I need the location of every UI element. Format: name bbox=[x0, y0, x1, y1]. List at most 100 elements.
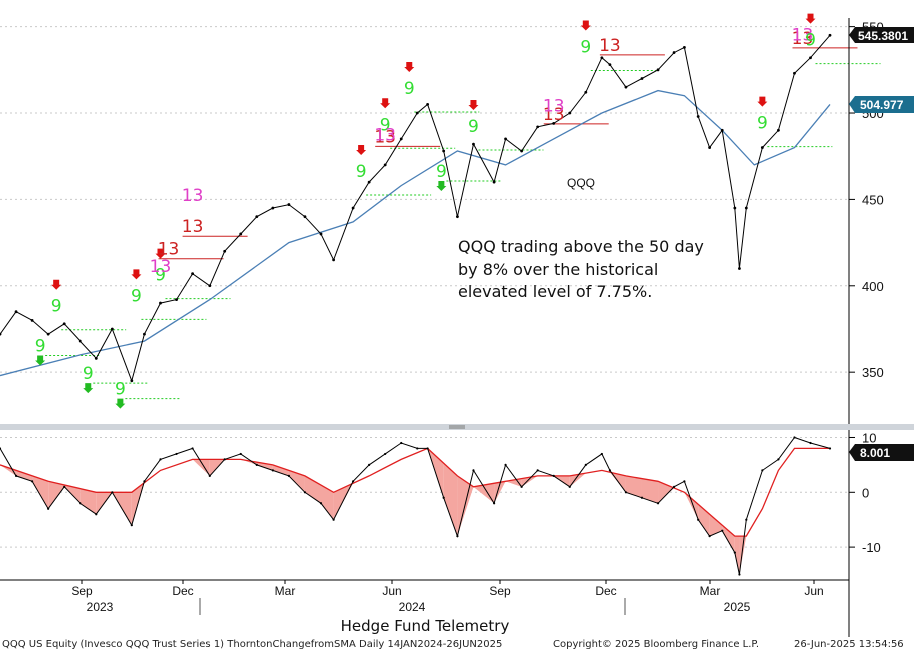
sell-arrow-icon bbox=[404, 62, 415, 73]
below-signal-fill bbox=[569, 473, 586, 487]
annotation: QQQ trading above the 50 day by 8% over … bbox=[458, 237, 704, 301]
x-tick-label: Jun bbox=[804, 584, 823, 598]
below-signal-fill bbox=[0, 464, 17, 476]
oscillator-point bbox=[271, 469, 274, 472]
price-point bbox=[738, 267, 741, 270]
price-point bbox=[733, 206, 737, 210]
price-point bbox=[271, 206, 275, 210]
oscillator-point bbox=[697, 518, 700, 521]
sell-arrow-icon bbox=[155, 248, 166, 259]
oscillator-point bbox=[552, 474, 555, 477]
oscillator-point bbox=[30, 480, 34, 483]
price-point bbox=[239, 232, 243, 236]
td-label: 13 bbox=[599, 36, 621, 56]
td-label: 13 bbox=[374, 126, 396, 146]
oscillator-point bbox=[472, 469, 475, 472]
upper-series bbox=[0, 33, 832, 383]
td-label: 13 bbox=[543, 96, 565, 116]
sell-arrow-icon bbox=[380, 98, 391, 109]
upper-levels bbox=[45, 47, 881, 400]
td-label: 9 bbox=[404, 79, 415, 99]
td-label: 9 bbox=[757, 114, 768, 134]
year-label: 2024 bbox=[399, 600, 426, 614]
oscillator-point bbox=[0, 447, 2, 450]
price-point bbox=[399, 137, 403, 141]
price-point bbox=[536, 125, 540, 129]
oscillator-point bbox=[143, 480, 146, 483]
sell-arrow-icon bbox=[356, 144, 367, 155]
td-label: 9 bbox=[115, 380, 126, 400]
price-point bbox=[94, 356, 98, 360]
footer-info: QQQ US Equity (Invesco QQQ Trust Series … bbox=[2, 639, 503, 650]
lower-y-axis: -10 0 10 bbox=[849, 430, 881, 555]
panel-divider[interactable] bbox=[0, 424, 914, 430]
price-point bbox=[426, 102, 430, 106]
oscillator-point bbox=[208, 474, 211, 477]
x-tick-label: Mar bbox=[700, 584, 721, 598]
oscillator-point bbox=[828, 447, 832, 450]
oscillator-point bbox=[239, 452, 242, 456]
price-point bbox=[456, 215, 459, 219]
oscillator-point bbox=[351, 480, 355, 483]
td-label: 13 bbox=[158, 240, 180, 260]
chart-title: Hedge Fund Telemetry bbox=[341, 617, 510, 635]
price-point bbox=[552, 121, 556, 125]
oscillator-point bbox=[708, 535, 711, 538]
below-signal-fill bbox=[80, 488, 97, 515]
oscillator-point bbox=[442, 496, 445, 499]
td-label: 9 bbox=[468, 117, 479, 137]
below-signal-fill bbox=[192, 459, 210, 476]
price-point bbox=[332, 258, 336, 262]
x-tick-label: Sep bbox=[489, 584, 511, 598]
y-tick-label: 450 bbox=[862, 192, 884, 207]
oscillator-point bbox=[255, 463, 258, 466]
series-label: QQQ bbox=[567, 176, 595, 190]
price-point bbox=[760, 146, 764, 149]
price-point bbox=[208, 284, 212, 288]
price-point bbox=[520, 149, 524, 153]
oscillator-point bbox=[608, 469, 611, 472]
price-point bbox=[223, 249, 227, 253]
oscillator-point bbox=[191, 447, 194, 450]
below-signal-fill bbox=[722, 525, 735, 553]
below-signal-fill bbox=[443, 463, 458, 537]
ma-tag: 504.977 bbox=[849, 96, 914, 113]
price-point bbox=[708, 146, 712, 149]
oscillator-point bbox=[683, 480, 686, 483]
year-label: 2023 bbox=[87, 600, 114, 614]
oscillator-point bbox=[287, 474, 290, 477]
price-point bbox=[46, 332, 50, 336]
x-tick-label: Dec bbox=[172, 584, 193, 598]
below-signal-fill bbox=[473, 483, 495, 504]
sell-arrow-icon bbox=[468, 100, 479, 111]
price-point bbox=[744, 206, 748, 210]
td-label: 13 bbox=[374, 127, 396, 147]
price-point bbox=[828, 33, 832, 37]
price-point bbox=[720, 128, 724, 132]
footer-timestamp: 26-Jun-2025 13:54:56 bbox=[794, 639, 904, 650]
below-signal-fill bbox=[609, 472, 626, 493]
price-point bbox=[130, 379, 134, 383]
oscillator-point bbox=[793, 436, 796, 439]
oscillator-point bbox=[640, 496, 644, 499]
below-signal-fill bbox=[739, 536, 747, 575]
price-point bbox=[351, 206, 355, 210]
value-tag: 8.001 bbox=[849, 444, 914, 461]
series-ma-line bbox=[0, 89, 831, 377]
price-point bbox=[30, 318, 34, 322]
series-signal-line bbox=[0, 447, 830, 537]
oscillator-point bbox=[584, 463, 587, 466]
price-point bbox=[442, 149, 446, 153]
oscillator-point bbox=[416, 447, 419, 450]
td-label: 13 bbox=[792, 29, 814, 49]
y-tick-label: -10 bbox=[862, 540, 881, 555]
series-oscillator-line bbox=[0, 436, 831, 575]
price-point bbox=[415, 111, 419, 115]
oscillator-point bbox=[536, 469, 539, 472]
x-tick-label: Mar bbox=[275, 584, 296, 598]
y-tick-label: 400 bbox=[862, 279, 884, 294]
price-point bbox=[303, 215, 307, 219]
price-point bbox=[608, 63, 612, 67]
sell-arrow-icon bbox=[580, 20, 591, 31]
